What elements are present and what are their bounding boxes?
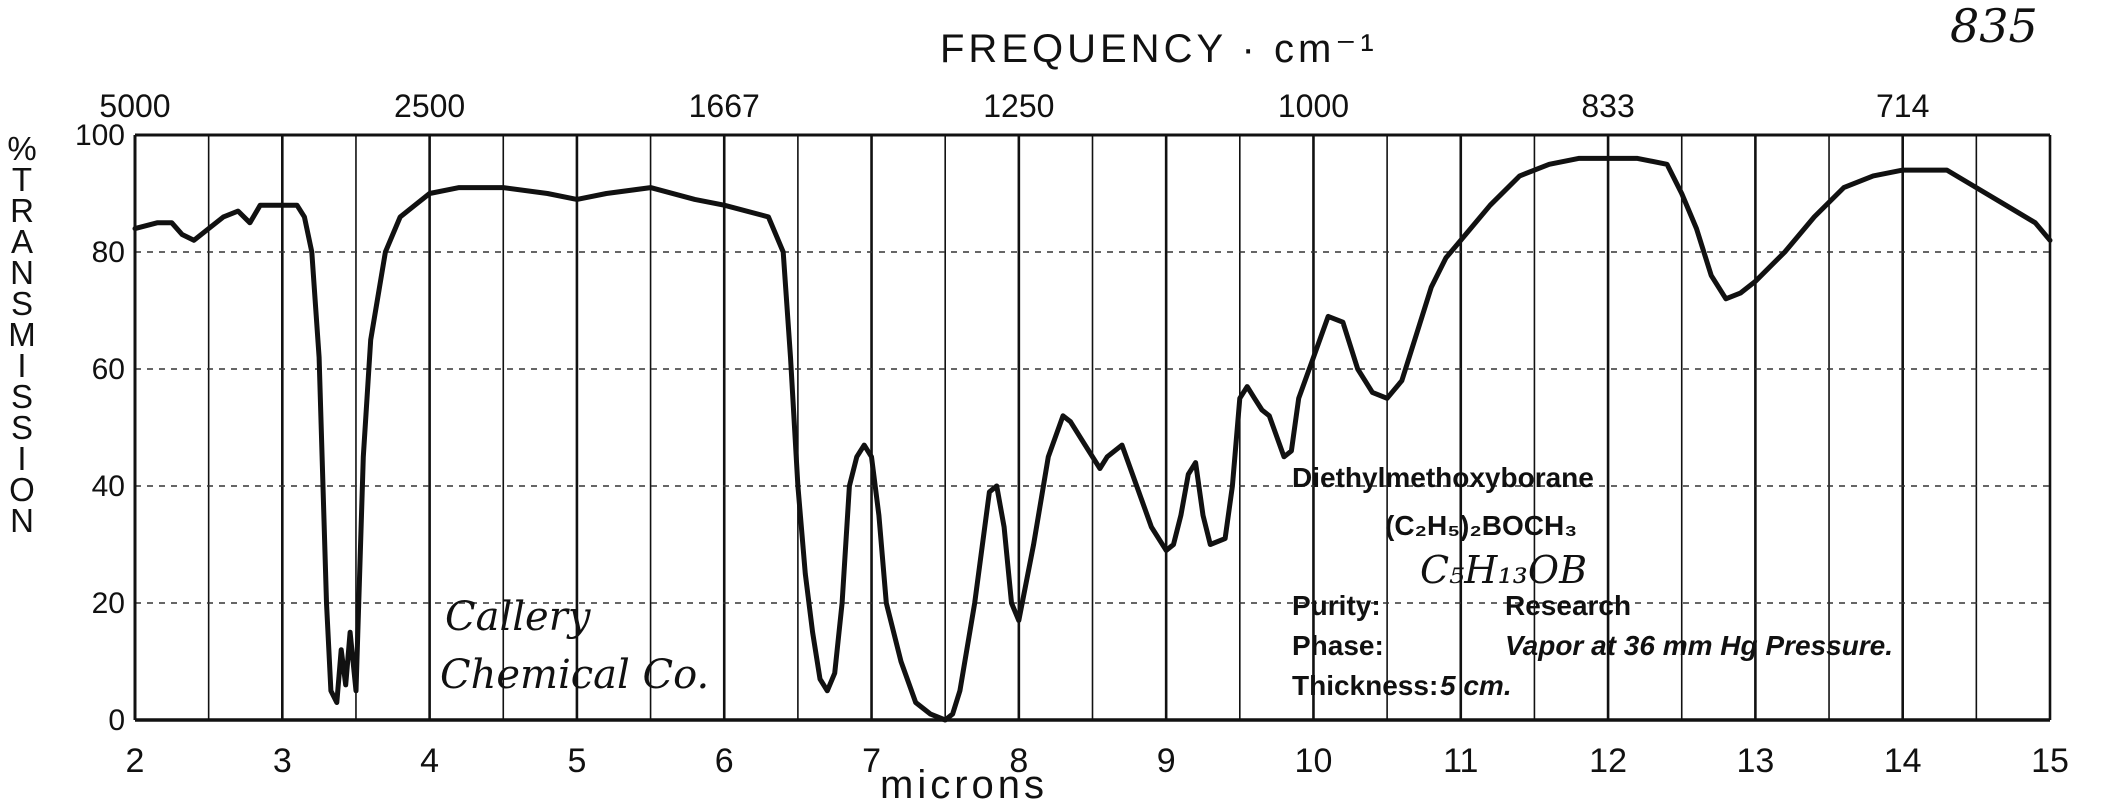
y-axis-label-char: S [11,285,33,322]
y-axis-label-char: S [11,409,33,446]
y-axis-label-char: A [11,223,33,260]
phase-value: Vapor at 36 mm Hg Pressure. [1505,630,1893,661]
x-tick-label: 3 [273,742,292,780]
x-tick-label: 10 [1295,742,1333,780]
chart-title: FREQUENCY · cm⁻¹ [940,27,1378,71]
source-note-line-1: Callery [445,594,592,640]
x-tick-label: 6 [715,742,734,780]
y-tick-label: 0 [108,704,125,737]
y-axis-label-char: I [17,347,26,384]
compound-formula-structural: (C₂H₅)₂BOCH₃ [1385,510,1577,541]
thickness-value: 5 cm. [1440,670,1512,701]
y-axis-label-char: R [10,192,34,229]
page-number: 835 [1950,0,2038,53]
y-tick-label: 60 [92,353,125,386]
y-axis-label-char: N [10,502,34,539]
y-tick-label: 80 [92,236,125,269]
x-tick-label: 14 [1884,742,1922,780]
source-note-line-2: Chemical Co. [440,652,709,698]
y-axis-label-char: % [7,130,36,167]
y-axis-label-char: T [12,161,32,198]
compound-name: Diethylmethoxyborane [1292,462,1594,493]
top-frequency-tick-label: 833 [1581,88,1634,124]
phase-label: Phase: [1292,630,1384,661]
x-tick-label: 4 [420,742,439,780]
purity-label: Purity: [1292,590,1381,621]
compound-formula-molecular: C₅H₁₃OB [1420,548,1587,592]
y-tick-label: 100 [75,119,125,152]
top-frequency-tick-label: 714 [1876,88,1929,124]
thickness-label: Thickness: [1292,670,1438,701]
y-axis-label-char: I [17,440,26,477]
spectrum-series-line [132,155,2053,723]
y-axis-label-char: O [9,471,35,508]
top-frequency-tick-label: 1000 [1278,88,1349,124]
x-axis-label: microns [880,763,1048,799]
y-tick-label: 20 [92,587,125,620]
x-tick-label: 5 [567,742,586,780]
top-frequency-tick-label: 2500 [394,88,465,124]
top-frequency-tick-label: 5000 [99,88,170,124]
y-tick-label: 40 [92,470,125,503]
x-tick-label: 15 [2031,742,2069,780]
x-tick-label: 7 [862,742,881,780]
y-axis-label-char: M [8,316,36,353]
x-tick-label: 13 [1736,742,1774,780]
x-tick-label: 9 [1157,742,1176,780]
x-tick-label: 2 [126,742,145,780]
x-tick-label: 12 [1589,742,1627,780]
top-frequency-tick-label: 1250 [983,88,1054,124]
x-tick-label: 8 [1009,742,1028,780]
top-frequency-tick-label: 1667 [689,88,760,124]
purity-value: Research [1505,590,1631,621]
x-tick-label: 11 [1443,742,1478,780]
y-axis-label-char: S [11,378,33,415]
axes [133,133,2050,722]
grid-lines [133,135,2052,720]
y-axis-label-char: N [10,254,34,291]
